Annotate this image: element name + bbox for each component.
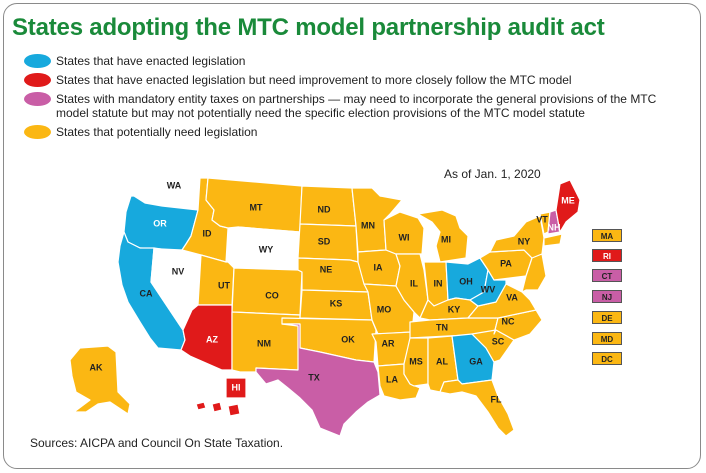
legend-swatch-improve bbox=[24, 73, 51, 87]
label-CA: CA bbox=[140, 288, 153, 298]
legend-item-improve: States that have enacted legislation but… bbox=[24, 73, 684, 87]
label-IL: IL bbox=[410, 278, 419, 288]
label-TX: TX bbox=[308, 372, 320, 382]
label-AL: AL bbox=[436, 356, 448, 366]
legend-item-enacted: States that have enacted legislation bbox=[24, 54, 684, 68]
label-IA: IA bbox=[374, 262, 384, 272]
label-MO: MO bbox=[377, 304, 392, 314]
label-OK: OK bbox=[341, 334, 355, 344]
state-FL bbox=[439, 379, 515, 437]
label-FL: FL bbox=[491, 394, 502, 404]
legend-item-entity: States with mandatory entity taxes on pa… bbox=[24, 92, 684, 120]
small-state-DE: DE bbox=[592, 311, 622, 324]
state-ME bbox=[555, 179, 581, 233]
label-KY: KY bbox=[448, 304, 461, 314]
state-AK bbox=[69, 345, 131, 415]
label-WA: WA bbox=[167, 180, 182, 190]
label-AK: AK bbox=[90, 362, 103, 372]
label-WY: WY bbox=[259, 244, 274, 254]
label-NH: NH bbox=[548, 222, 561, 232]
label-OR: OR bbox=[153, 218, 167, 228]
lake-michigan bbox=[427, 227, 437, 263]
label-NM: NM bbox=[257, 338, 271, 348]
label-GA: GA bbox=[469, 356, 483, 366]
label-NV: NV bbox=[172, 266, 185, 276]
legend-swatch-entity bbox=[24, 92, 51, 106]
state-NJ-DE-MD bbox=[521, 253, 547, 293]
label-SC: SC bbox=[492, 336, 505, 346]
label-HI: HI bbox=[232, 382, 241, 392]
state-CA bbox=[117, 231, 186, 351]
label-IN: IN bbox=[434, 278, 443, 288]
state-NE-small bbox=[543, 233, 563, 247]
label-MT: MT bbox=[250, 202, 263, 212]
legend-swatch-need bbox=[24, 125, 51, 139]
label-LA: LA bbox=[386, 374, 398, 384]
state-WI bbox=[383, 211, 425, 255]
label-VT: VT bbox=[536, 214, 548, 224]
state-TX bbox=[255, 323, 381, 437]
label-ND: ND bbox=[318, 204, 331, 214]
label-AR: AR bbox=[382, 338, 395, 348]
label-ME: ME bbox=[561, 195, 575, 205]
label-WI: WI bbox=[399, 232, 410, 242]
label-NE: NE bbox=[320, 264, 333, 274]
small-state-MD: MD bbox=[592, 332, 622, 345]
legend-label-enacted: States that have enacted legislation bbox=[56, 54, 246, 68]
label-UT: UT bbox=[218, 280, 230, 290]
state-MI bbox=[417, 209, 469, 263]
source-note: Sources: AICPA and Council On State Taxa… bbox=[30, 436, 284, 450]
label-NY: NY bbox=[518, 236, 531, 246]
small-state-MA: MA bbox=[592, 229, 622, 242]
legend-item-need: States that potentially need legislation bbox=[24, 125, 684, 139]
state-MN bbox=[351, 187, 403, 253]
label-MS: MS bbox=[409, 356, 423, 366]
as-of-date: As of Jan. 1, 2020 bbox=[444, 167, 541, 181]
hi-island-1 bbox=[195, 401, 207, 411]
label-KS: KS bbox=[330, 298, 343, 308]
label-VA: VA bbox=[506, 292, 518, 302]
small-state-RI: RI bbox=[592, 249, 622, 262]
label-PA: PA bbox=[500, 258, 512, 268]
small-state-CT: CT bbox=[592, 269, 622, 282]
state-HI bbox=[225, 377, 247, 399]
state-labels: WA OR CA NV ID MT WY UT CO AZ NM ND SD N… bbox=[90, 180, 575, 404]
legend-label-entity: States with mandatory entity taxes on pa… bbox=[56, 92, 657, 120]
hi-island-2 bbox=[211, 401, 223, 413]
label-OH: OH bbox=[459, 276, 473, 286]
legend: States that have enacted legislation Sta… bbox=[24, 54, 684, 144]
state-IL bbox=[395, 253, 429, 319]
small-state-DC: DC bbox=[592, 352, 622, 365]
legend-label-improve: States that have enacted legislation but… bbox=[56, 73, 572, 87]
label-NC: NC bbox=[502, 316, 515, 326]
label-SD: SD bbox=[318, 236, 331, 246]
state-NE bbox=[297, 257, 369, 293]
label-WV: WV bbox=[481, 284, 496, 294]
legend-swatch-enacted bbox=[24, 54, 51, 68]
map-title: States adopting the MTC model partnershi… bbox=[12, 14, 605, 41]
label-TN: TN bbox=[436, 322, 448, 332]
legend-label-need: States that potentially need legislation bbox=[56, 125, 258, 139]
small-state-NJ: NJ bbox=[592, 290, 622, 303]
label-MN: MN bbox=[361, 220, 375, 230]
label-MI: MI bbox=[441, 234, 451, 244]
label-CO: CO bbox=[265, 290, 279, 300]
state-AZ bbox=[180, 304, 233, 371]
label-AZ: AZ bbox=[206, 334, 218, 344]
label-ID: ID bbox=[203, 228, 213, 238]
hi-island-3 bbox=[227, 403, 241, 417]
